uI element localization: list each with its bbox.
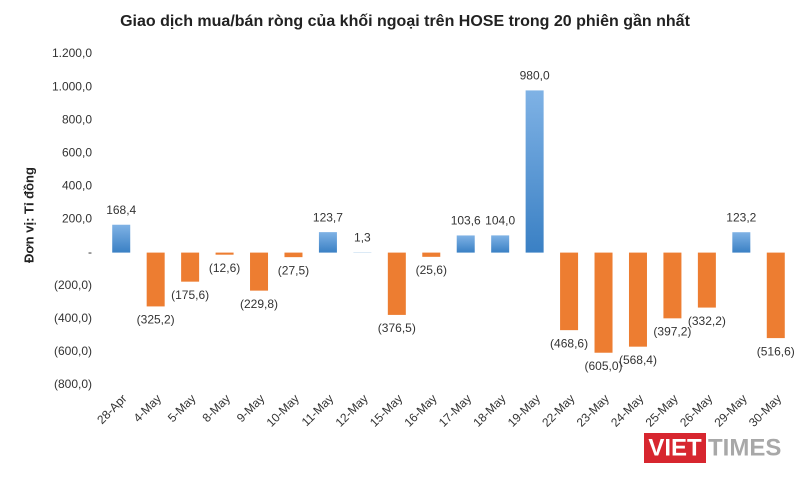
x-tick-label: 5-May bbox=[165, 391, 198, 424]
data-label: (27,5) bbox=[278, 263, 309, 277]
bar bbox=[560, 252, 579, 331]
chart-title: Giao dịch mua/bán ròng của khối ngoại tr… bbox=[120, 13, 691, 30]
x-tick-label: 19-May bbox=[505, 391, 543, 429]
data-label: 123,2 bbox=[726, 210, 756, 224]
bar bbox=[663, 252, 682, 319]
x-tick-label: 9-May bbox=[234, 391, 267, 424]
data-label: 123,7 bbox=[313, 210, 343, 224]
x-tick-label: 28-Apr bbox=[94, 391, 129, 426]
x-tick-label: 29-May bbox=[711, 391, 749, 429]
bar bbox=[766, 252, 785, 339]
bar bbox=[387, 252, 406, 315]
bar bbox=[525, 90, 544, 253]
y-axis-label: Đơn vị: Tỉ đồng bbox=[21, 167, 36, 263]
x-tick-label: 18-May bbox=[470, 391, 508, 429]
bar bbox=[422, 252, 441, 257]
data-label: (468,6) bbox=[550, 336, 588, 350]
bar bbox=[594, 252, 613, 353]
y-tick-label: (600,0) bbox=[54, 344, 92, 358]
x-tick-label: 16-May bbox=[401, 391, 439, 429]
y-tick-label: (800,0) bbox=[54, 377, 92, 391]
y-tick-label: 1.000,0 bbox=[52, 79, 92, 93]
y-tick-label: 400,0 bbox=[62, 179, 92, 193]
y-tick-label: (400,0) bbox=[54, 311, 92, 325]
x-tick-label: 23-May bbox=[574, 391, 612, 429]
data-label: (325,2) bbox=[137, 313, 175, 327]
data-label: (25,6) bbox=[416, 263, 447, 277]
x-tick-label: 17-May bbox=[436, 391, 474, 429]
bar bbox=[491, 235, 510, 253]
data-label: (175,6) bbox=[171, 288, 209, 302]
data-label: (397,2) bbox=[653, 325, 691, 339]
watermark: TIMES bbox=[708, 434, 781, 461]
bar bbox=[181, 252, 200, 282]
data-label: (516,6) bbox=[757, 344, 795, 358]
x-tick-label: 26-May bbox=[677, 391, 715, 429]
bar bbox=[318, 232, 337, 253]
bar bbox=[732, 232, 751, 253]
y-tick-label: 800,0 bbox=[62, 112, 92, 126]
data-label: 103,6 bbox=[451, 214, 481, 228]
bar bbox=[456, 235, 475, 253]
data-label: 168,4 bbox=[106, 203, 136, 217]
x-tick-label: 24-May bbox=[608, 391, 646, 429]
data-label: (605,0) bbox=[585, 359, 623, 373]
x-tick-label: 10-May bbox=[264, 391, 302, 429]
y-tick-label: 200,0 bbox=[62, 212, 92, 226]
bar bbox=[215, 252, 234, 255]
y-tick-label: (200,0) bbox=[54, 278, 92, 292]
bar bbox=[628, 252, 647, 347]
data-label: 104,0 bbox=[485, 214, 515, 228]
x-tick-label: 22-May bbox=[539, 391, 577, 429]
y-tick-label: 600,0 bbox=[62, 145, 92, 159]
x-tick-label: 30-May bbox=[746, 391, 784, 429]
data-label: (376,5) bbox=[378, 321, 416, 335]
bar bbox=[284, 252, 303, 258]
data-label: (568,4) bbox=[619, 353, 657, 367]
x-tick-label: 25-May bbox=[643, 391, 681, 429]
x-tick-label: 12-May bbox=[333, 391, 371, 429]
data-label: (332,2) bbox=[688, 314, 726, 328]
x-tick-label: 4-May bbox=[131, 391, 164, 424]
watermark: VIET bbox=[648, 434, 702, 461]
x-tick-label: 15-May bbox=[367, 391, 405, 429]
x-tick-label: 11-May bbox=[299, 391, 337, 429]
y-tick-label: - bbox=[88, 245, 92, 259]
data-label: (229,8) bbox=[240, 297, 278, 311]
bar bbox=[146, 252, 165, 307]
data-label: (12,6) bbox=[209, 261, 240, 275]
bar bbox=[697, 252, 716, 308]
data-label: 980,0 bbox=[520, 69, 550, 83]
y-tick-label: 1.200,0 bbox=[52, 46, 92, 60]
bar bbox=[250, 252, 269, 291]
x-tick-label: 8-May bbox=[199, 391, 232, 424]
bar bbox=[112, 224, 131, 253]
data-label: 1,3 bbox=[354, 231, 371, 245]
logo-box bbox=[644, 433, 706, 463]
